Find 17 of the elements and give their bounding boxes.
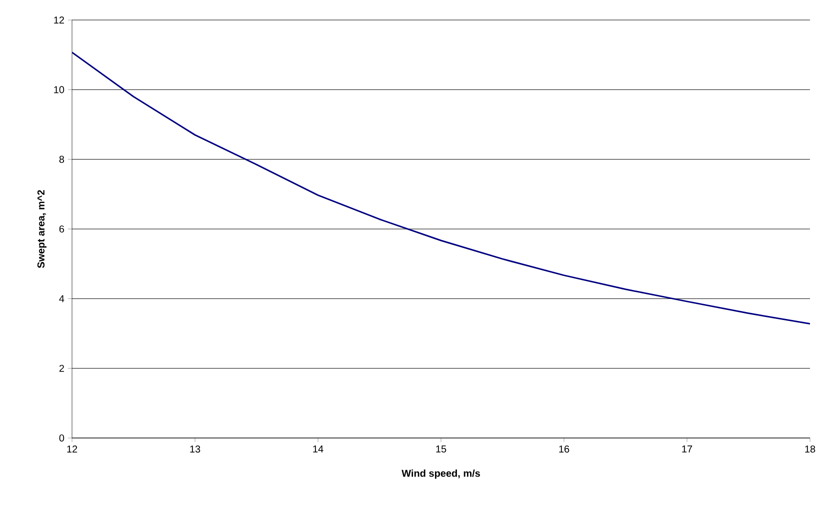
line-series [72,52,810,324]
y-tick-label: 8 [59,156,64,163]
x-tick-label: 14 [313,446,324,452]
y-tick-label: 6 [59,225,64,233]
x-axis-title: Wind speed, m/s [402,469,480,479]
x-tick-label: 15 [436,446,446,452]
x-tick-label: 16 [559,446,570,453]
y-tick-label: 10 [54,86,64,94]
y-tick-label: 2 [59,364,64,372]
y-tick-label: 12 [54,16,64,24]
x-tick-label: 17 [682,446,692,452]
y-tick-label: 4 [59,295,64,302]
x-tick-label: 18 [805,446,816,453]
y-tick-label: 0 [59,434,64,442]
x-tick-label: 12 [67,446,78,452]
y-axis-title: Swept area, m^2 [37,190,46,268]
x-tick-label: 13 [190,446,200,453]
